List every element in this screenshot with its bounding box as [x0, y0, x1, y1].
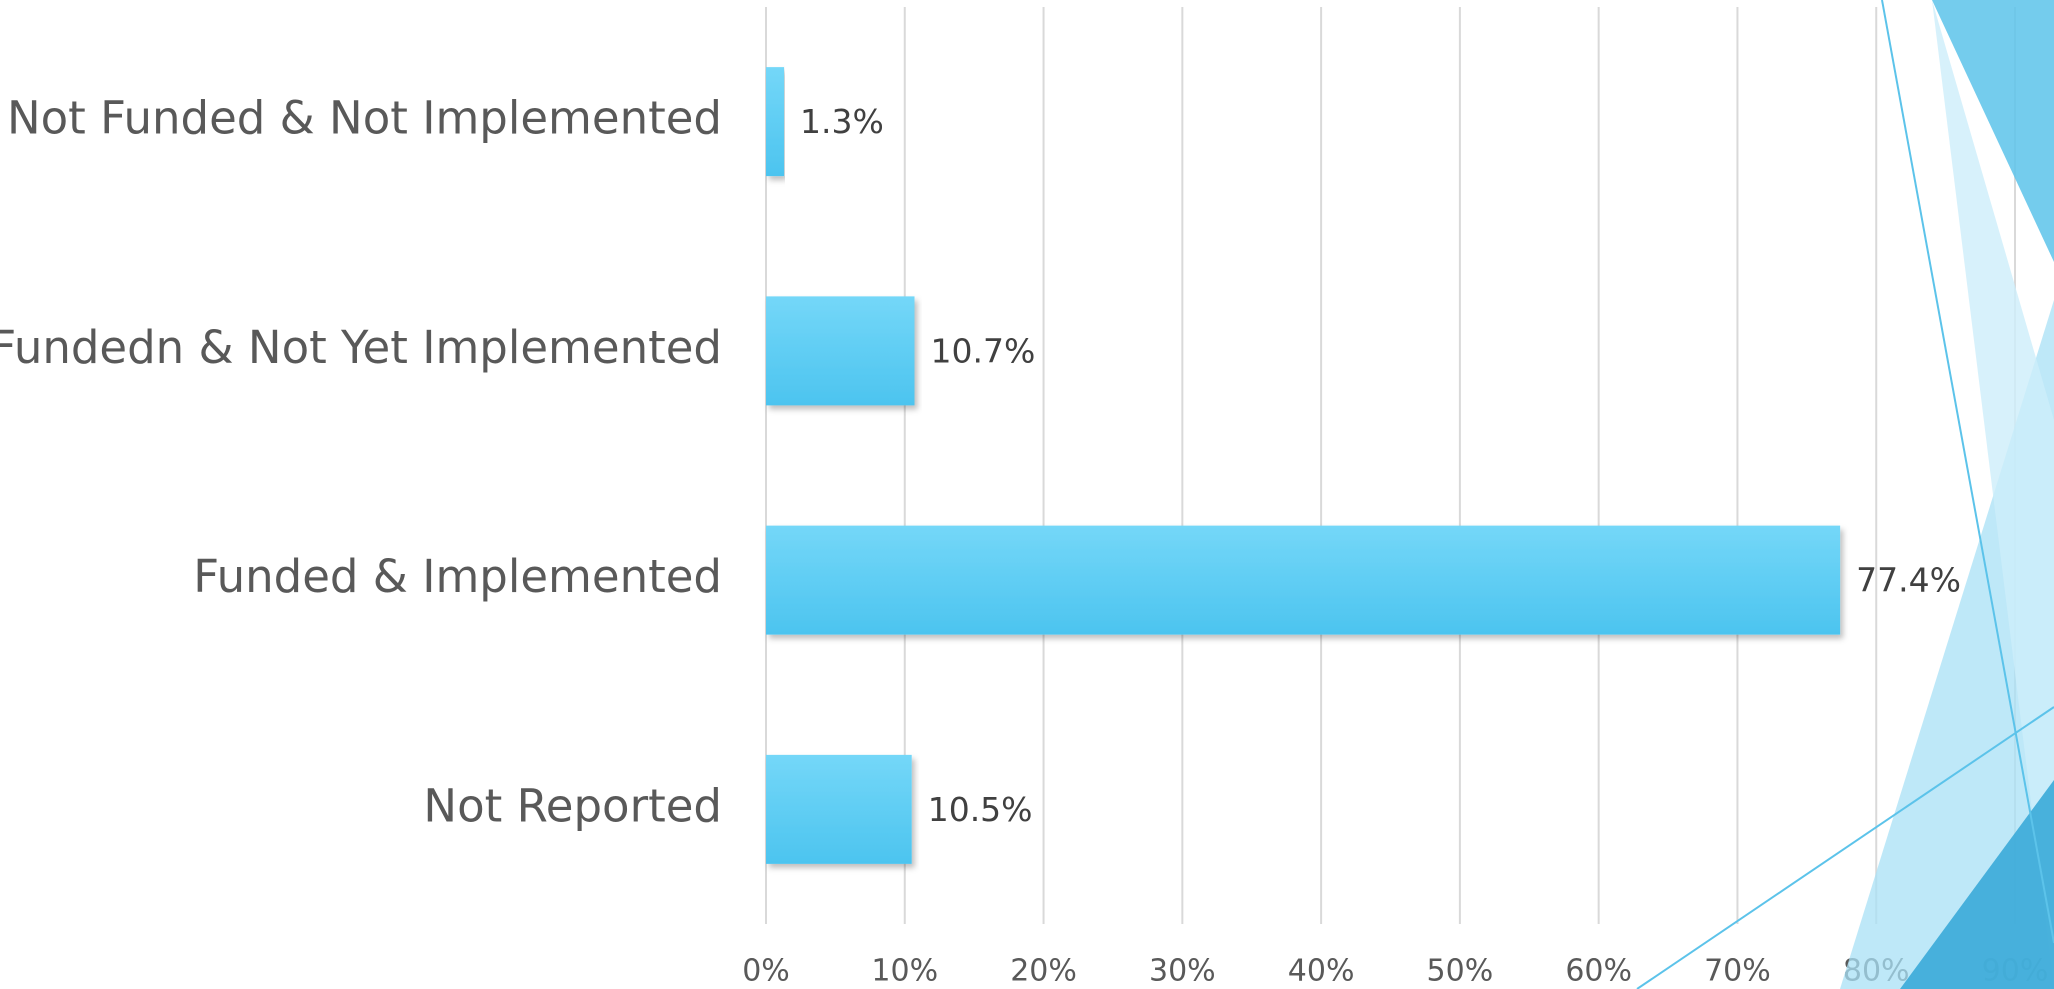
value-label: 77.4%: [1856, 561, 1961, 600]
x-tick-label: 40%: [1288, 954, 1355, 989]
y-tick-label: Not Funded & Not Implemented: [7, 92, 722, 145]
decor-shape: [1932, 0, 2054, 262]
x-tick-label: 20%: [1010, 954, 1077, 989]
bar: [766, 296, 915, 406]
y-tick-label: Not Reported: [423, 779, 722, 832]
x-tick-label: 10%: [871, 954, 938, 989]
bar: [766, 67, 785, 177]
plot-area: 0%10%20%30%40%50%60%70%80%90%Not Funded …: [0, 7, 2048, 989]
value-label: 10.7%: [930, 331, 1035, 370]
value-label: 10.5%: [928, 790, 1033, 829]
x-tick-label: 60%: [1565, 954, 1632, 989]
bar: [766, 754, 912, 864]
y-tick-label: Funded & Implemented: [193, 550, 722, 603]
x-tick-label: 30%: [1149, 954, 1216, 989]
decor-shape: [1900, 780, 2054, 989]
decor-line: [1636, 706, 2054, 989]
decoration: [1636, 0, 2054, 989]
decor-line: [1881, 0, 2054, 944]
y-tick-label: Fundedn & Not Yet Implemented: [0, 321, 722, 374]
decor-shape: [1932, 0, 2054, 989]
x-tick-label: 50%: [1427, 954, 1494, 989]
value-label: 1.3%: [800, 102, 884, 141]
x-tick-label: 0%: [742, 954, 790, 989]
x-tick-label: 70%: [1704, 954, 1771, 989]
bar: [766, 525, 1841, 635]
